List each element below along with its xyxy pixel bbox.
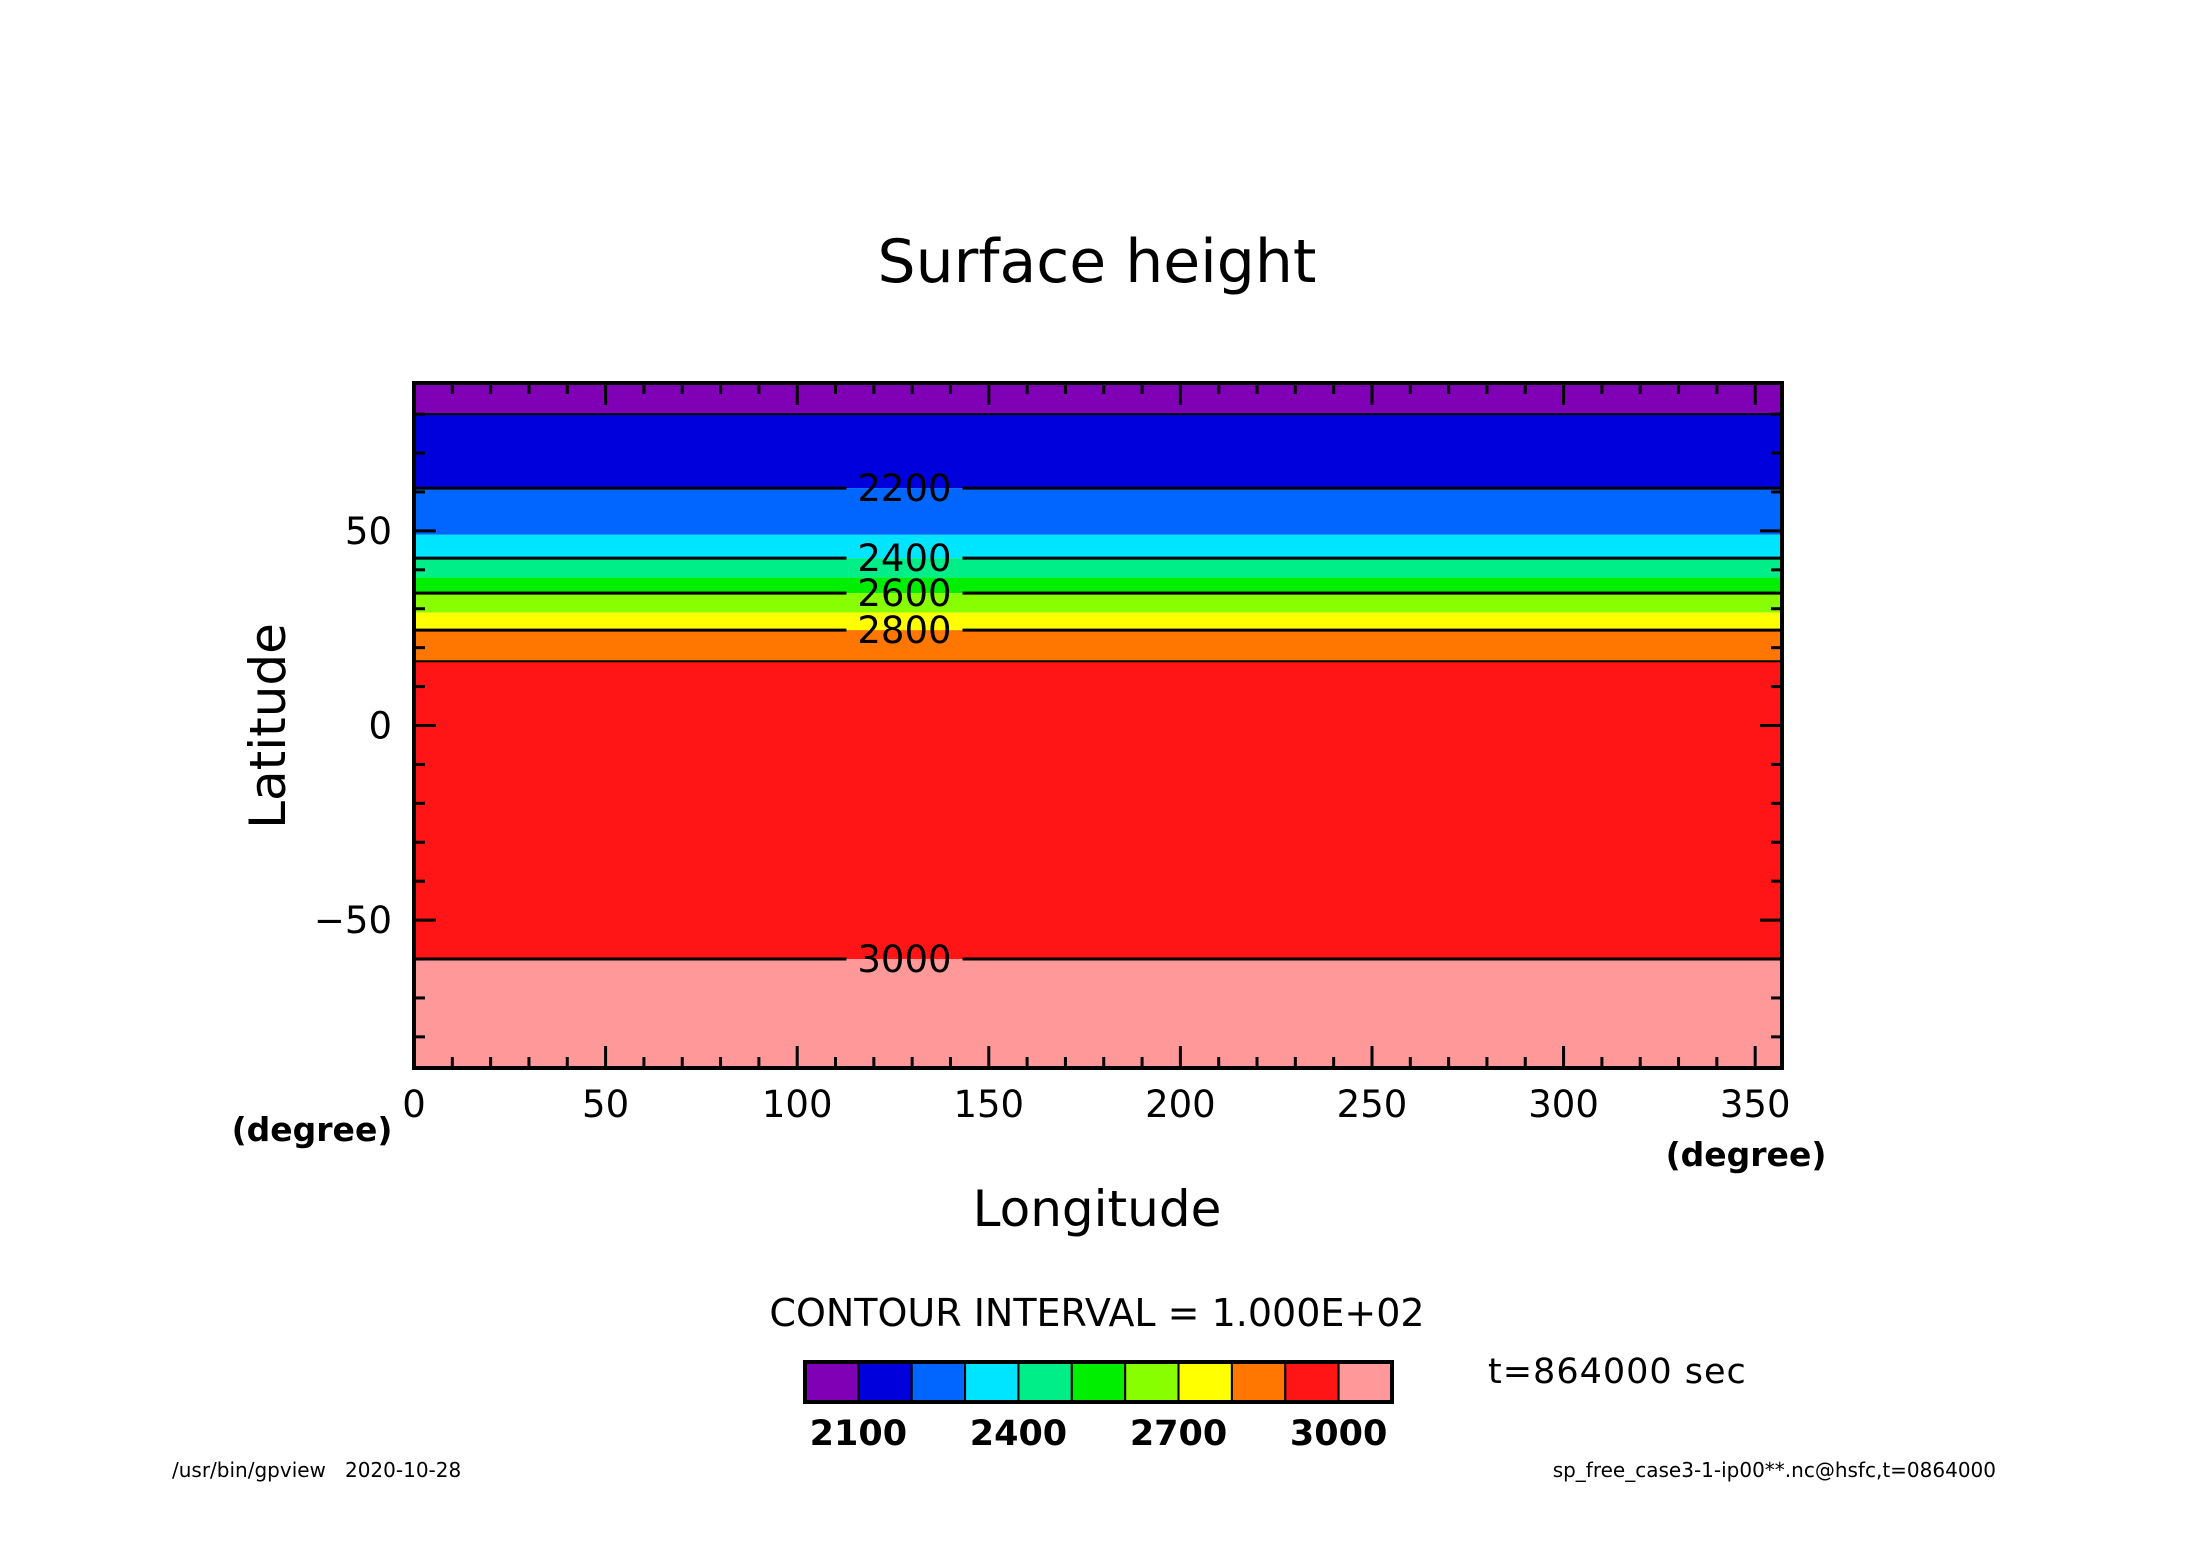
colorbar-swatch-6 xyxy=(1124,1361,1180,1403)
x-tick-label-150: 150 xyxy=(953,1083,1024,1126)
colorbar-swatch-8 xyxy=(1230,1361,1287,1403)
colorbar-swatch-3 xyxy=(964,1361,1020,1403)
x-tick-label-350: 350 xyxy=(1720,1083,1791,1126)
band-0 xyxy=(414,383,1782,415)
y-tick-label-50: 50 xyxy=(345,510,392,553)
band-layer xyxy=(414,383,1782,1068)
x-unit-label: (degree) xyxy=(232,1110,393,1149)
band-6 xyxy=(414,593,1782,613)
tick-layer: 0 50 100 150 200 250 300 350 −50 0 50 xyxy=(314,383,1791,1126)
footer-right: sp_free_case3-1-ip00**.nc@hsfc,t=0864000 xyxy=(1553,1458,1996,1482)
contour-label-2400: 2400 xyxy=(857,537,951,580)
colorbar-label-2400: 2400 xyxy=(970,1414,1067,1454)
band-3 xyxy=(414,534,1782,559)
plot-frame xyxy=(412,381,1784,1070)
y-tick-label--50: −50 xyxy=(314,899,392,942)
colorbar-label-2700: 2700 xyxy=(1130,1414,1227,1454)
band-4 xyxy=(414,558,1782,578)
colorbar-frame xyxy=(803,1360,1394,1404)
colorbar-swatch-7 xyxy=(1177,1361,1233,1403)
x-tick-label-0: 0 xyxy=(402,1083,426,1126)
contour-label-3000: 3000 xyxy=(857,938,951,981)
x-tick-label-50: 50 xyxy=(582,1083,629,1126)
band-10 xyxy=(414,959,1782,1068)
x-tick-label-250: 250 xyxy=(1337,1083,1408,1126)
band-5 xyxy=(414,577,1782,594)
band-8 xyxy=(414,630,1782,662)
contour-interval-label: CONTOUR INTERVAL = 1.000E+02 xyxy=(769,1291,1424,1335)
colorbar-swatch-10 xyxy=(1337,1361,1393,1403)
colorbar-swatch-4 xyxy=(1017,1361,1073,1403)
colorbar-swatch-0 xyxy=(804,1361,860,1403)
band-9 xyxy=(414,661,1782,960)
colorbar-swatch-9 xyxy=(1284,1361,1340,1403)
y-unit-label: (degree) xyxy=(1666,1135,1827,1174)
contour-label-2200: 2200 xyxy=(857,467,951,510)
footer-left: /usr/bin/gpview 2020-10-28 xyxy=(172,1458,461,1482)
x-tick-label-100: 100 xyxy=(762,1083,833,1126)
x-tick-label-200: 200 xyxy=(1145,1083,1216,1126)
contour-label-2600: 2600 xyxy=(857,572,951,615)
chart-title: Surface height xyxy=(878,227,1317,297)
time-label: t=864000 sec xyxy=(1488,1352,1747,1392)
x-axis-label: Longitude xyxy=(973,1180,1222,1238)
colorbar-swatch-5 xyxy=(1070,1361,1127,1403)
colorbar-swatch-1 xyxy=(857,1361,913,1403)
x-tick-label-300: 300 xyxy=(1528,1083,1599,1126)
colorbar-swatch-2 xyxy=(910,1361,967,1403)
band-1 xyxy=(414,414,1782,489)
colorbar: 2100 2400 2700 3000 xyxy=(803,1360,1394,1454)
colorbar-label-2100: 2100 xyxy=(810,1414,907,1454)
band-2 xyxy=(414,488,1782,535)
contour-label-2800: 2800 xyxy=(857,609,951,652)
y-axis-label: Latitude xyxy=(239,623,297,829)
band-7 xyxy=(414,612,1782,631)
y-tick-label-0: 0 xyxy=(368,705,392,748)
colorbar-label-3000: 3000 xyxy=(1290,1414,1387,1454)
